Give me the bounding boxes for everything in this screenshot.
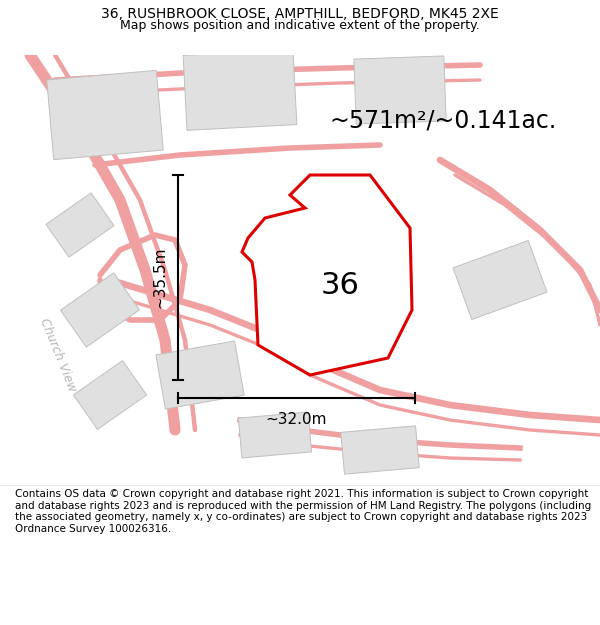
Text: 36, RUSHBROOK CLOSE, AMPTHILL, BEDFORD, MK45 2XE: 36, RUSHBROOK CLOSE, AMPTHILL, BEDFORD, … bbox=[101, 8, 499, 21]
Polygon shape bbox=[156, 341, 244, 409]
Text: 36: 36 bbox=[320, 271, 359, 299]
Polygon shape bbox=[284, 216, 395, 314]
Text: ~571m²/~0.141ac.: ~571m²/~0.141ac. bbox=[330, 108, 557, 132]
Polygon shape bbox=[46, 193, 114, 257]
Polygon shape bbox=[341, 426, 419, 474]
Polygon shape bbox=[47, 71, 163, 159]
Text: Contains OS data © Crown copyright and database right 2021. This information is : Contains OS data © Crown copyright and d… bbox=[15, 489, 591, 534]
Polygon shape bbox=[238, 412, 311, 458]
Polygon shape bbox=[73, 361, 146, 429]
Text: ~35.5m: ~35.5m bbox=[152, 247, 167, 308]
Polygon shape bbox=[183, 49, 297, 131]
Polygon shape bbox=[453, 241, 547, 319]
Polygon shape bbox=[61, 273, 140, 347]
Polygon shape bbox=[242, 175, 412, 375]
Text: Map shows position and indicative extent of the property.: Map shows position and indicative extent… bbox=[120, 19, 480, 32]
Polygon shape bbox=[354, 56, 446, 124]
Text: ~32.0m: ~32.0m bbox=[266, 412, 327, 428]
Text: Church View: Church View bbox=[37, 316, 79, 394]
